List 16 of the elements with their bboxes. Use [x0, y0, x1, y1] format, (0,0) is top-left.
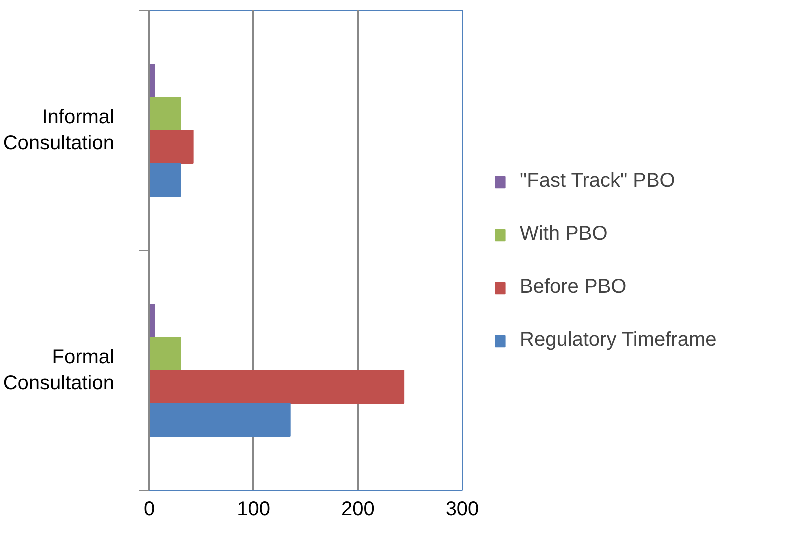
legend-label: With PBO: [520, 223, 608, 246]
bar: [150, 130, 194, 164]
legend-label: Before PBO: [520, 276, 627, 299]
bar: [150, 97, 182, 131]
x-tick-label: 300: [446, 498, 480, 520]
legend-label: Regulatory Timeframe: [520, 329, 717, 352]
x-tick-label: 100: [237, 498, 271, 520]
bar: [150, 370, 405, 404]
legend-label: "Fast Track" PBO: [520, 170, 676, 193]
bar: [150, 403, 291, 437]
y-tick-label: Informal Consultation: [3, 106, 115, 155]
bar: [150, 163, 182, 197]
y-tick-label: Formal Consultation: [3, 346, 115, 395]
x-tick-label: 200: [341, 498, 375, 520]
x-tick-label: 0: [144, 498, 156, 520]
bar: [150, 337, 182, 371]
